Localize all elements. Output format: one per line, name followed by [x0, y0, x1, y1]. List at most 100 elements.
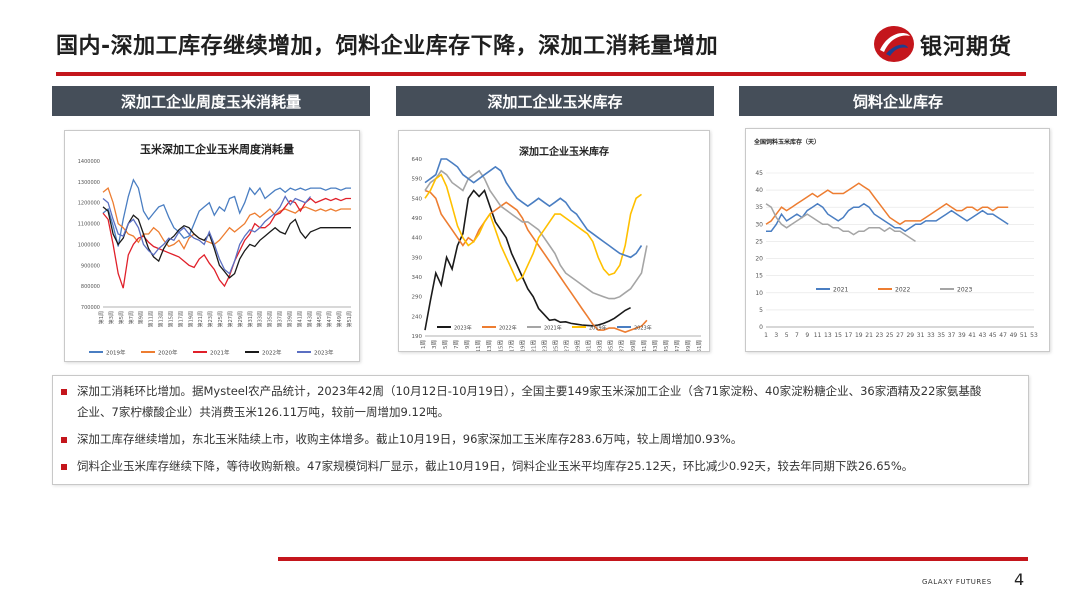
y-tick-label: 390 [412, 255, 423, 261]
legend-label: 2023年 [314, 349, 334, 357]
x-tick-label: 第23周 [207, 311, 214, 327]
x-tick-label: 第39周 [286, 311, 293, 327]
x-tick-label: 第35周 [267, 311, 274, 327]
x-tick-label: 33 [927, 332, 935, 339]
x-tick-label: 第21周 [197, 311, 204, 327]
x-tick-label: 41周 [641, 340, 648, 351]
x-tick-label: 15 [834, 332, 842, 339]
x-tick-label: 第3周 [108, 311, 115, 324]
series-line [102, 206, 351, 279]
y-tick-label: 30 [755, 221, 763, 228]
x-tick-label: 第5周 [118, 311, 125, 324]
chart-title: 全国饲料玉米库存（天） [753, 138, 820, 146]
legend-label: 2022年 [499, 325, 517, 332]
x-tick-label: 7 [795, 332, 799, 339]
x-tick-label: 第25周 [217, 311, 224, 327]
company-logo: 银河期货 [872, 24, 1042, 66]
y-tick-label: 590 [412, 177, 423, 183]
x-tick-label: 第51周 [346, 311, 353, 327]
x-tick-label: 33周 [597, 340, 604, 351]
bullet-consumption: 深加工消耗环比增加。据Mysteel农产品统计，2023年42周（10月12日-… [61, 381, 981, 402]
y-tick-label: 240 [412, 314, 423, 320]
bullet-square-icon [61, 436, 67, 443]
y-tick-label: 340 [412, 275, 423, 281]
summary-textbox: 深加工消耗环比增加。据Mysteel农产品统计，2023年42周（10月12日-… [52, 375, 1029, 485]
x-tick-label: 第11周 [148, 311, 155, 327]
x-tick-label: 第13周 [158, 311, 165, 327]
x-tick-label: 第49周 [336, 311, 343, 327]
x-tick-label: 23 [876, 332, 884, 339]
legend-label: 2019年 [589, 325, 607, 332]
x-tick-label: 17周 [508, 340, 515, 351]
legend-label: 2019年 [106, 349, 126, 357]
chart-deep-inventory-box: 深加工企业玉米库存 640 590 540 490 440 390 340 290 240 190 1… [398, 130, 710, 353]
y-tick-label: 1300000 [78, 180, 100, 186]
x-tick-label: 43 [979, 332, 987, 339]
x-tick-label: 7周 [453, 340, 460, 349]
x-tick-label: 13周 [486, 340, 493, 351]
x-tick-label: 11周 [475, 340, 482, 351]
series-line [424, 169, 648, 300]
x-tick-label: 5 [785, 332, 789, 339]
x-tick-label: 53 [1030, 332, 1038, 339]
x-tick-label: 1周 [420, 340, 427, 349]
x-tick-label: 39周 [630, 340, 637, 351]
legend-label: 2022 [895, 287, 910, 294]
y-tick-label: 15 [755, 273, 763, 280]
x-tick-label: 第17周 [177, 311, 184, 327]
x-tick-label: 45周 [663, 340, 670, 351]
bullet-text: 深加工库存继续增加，东北玉米陆续上市，收购主体增多。截止10月19日，96家深加… [77, 432, 743, 446]
series-line [102, 195, 312, 275]
bullet-feed-inventory: 饲料企业玉米库存继续下降，等待收购新粮。47家规模饲料厂显示，截止10月19日，… [61, 456, 913, 477]
x-tick-label: 49周 [685, 340, 692, 351]
y-tick-label: 35 [755, 204, 763, 211]
y-tick-label: 45 [755, 170, 763, 177]
logo-text: 银河期货 [920, 35, 1013, 60]
x-tick-label: 9 [805, 332, 809, 339]
x-tick-label: 41 [968, 332, 976, 339]
x-tick-label: 3周 [431, 340, 438, 349]
series-line [766, 202, 1009, 233]
x-tick-label: 51 [1020, 332, 1028, 339]
x-tick-label: 35 [937, 332, 945, 339]
y-tick-label: 440 [412, 236, 423, 242]
bullet-text: 深加工消耗环比增加。据Mysteel农产品统计，2023年42周（10月12日-… [77, 384, 982, 398]
bullet-deep-inventory: 深加工库存继续增加，东北玉米陆续上市，收购主体增多。截止10月19日，96家深加… [61, 429, 742, 450]
x-tick-label: 51周 [696, 340, 703, 351]
y-tick-label: 800000 [81, 284, 100, 290]
x-tick-label: 19周 [519, 340, 526, 351]
x-tick-label: 31 [917, 332, 925, 339]
y-tick-label: 1400000 [78, 159, 100, 165]
x-tick-label: 27周 [564, 340, 571, 351]
x-tick-label: 11 [814, 332, 822, 339]
y-tick-label: 290 [412, 295, 423, 301]
x-tick-label: 43周 [652, 340, 659, 351]
x-tick-label: 39 [958, 332, 966, 339]
x-tick-label: 1 [764, 332, 768, 339]
y-tick-label: 640 [412, 157, 423, 163]
y-tick-label: 900000 [81, 263, 100, 269]
chart-feed-inventory-box: 全国饲料玉米库存（天） 45 40 35 30 25 20 15 10 5 0 1 3 5 7 9 11 13 15… [745, 128, 1050, 352]
x-tick-label: 27 [896, 332, 904, 339]
y-tick-label: 1100000 [78, 222, 100, 228]
x-tick-label: 49 [1010, 332, 1018, 339]
panel-header-consumption: 深加工企业周度玉米消耗量 [52, 86, 370, 116]
x-tick-label: 第15周 [167, 311, 174, 327]
x-tick-label: 47周 [674, 340, 681, 351]
y-tick-label: 190 [412, 334, 423, 340]
x-tick-label: 47 [999, 332, 1007, 339]
x-tick-label: 19 [855, 332, 863, 339]
x-tick-label: 第1周 [98, 311, 105, 324]
x-tick-label: 第7周 [128, 311, 135, 324]
galaxy-logo-icon [874, 26, 914, 62]
y-tick-label: 490 [412, 216, 423, 222]
bullet-consumption-cont: 企业、7家柠檬酸企业）共消费玉米126.11万吨，较前一周增加9.12吨。 [77, 402, 449, 423]
x-tick-label: 23周 [541, 340, 548, 351]
legend-label: 2020年 [158, 349, 178, 357]
x-tick-label: 37 [948, 332, 956, 339]
x-tick-label: 21 [865, 332, 873, 339]
x-tick-label: 29周 [575, 340, 582, 351]
consumption-chart: 玉米深加工企业玉米周度消耗量 1400000 1300000 1200000 11000… [78, 142, 353, 357]
legend-label: 2022年 [262, 349, 282, 357]
